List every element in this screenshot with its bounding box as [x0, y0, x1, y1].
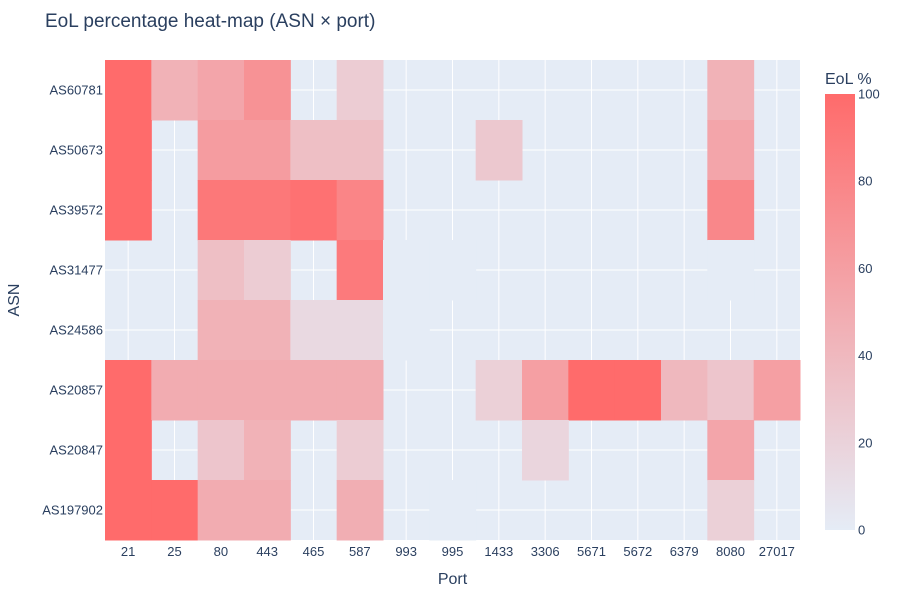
heatmap-cell[interactable]	[105, 60, 152, 121]
y-tick-label: AS20847	[50, 443, 104, 458]
heatmap-cell[interactable]	[429, 240, 477, 301]
heatmap-cells	[105, 60, 801, 541]
x-tick-label: 465	[303, 544, 325, 559]
heatmap-cell[interactable]	[661, 360, 708, 421]
heatmap-cell[interactable]	[522, 420, 569, 481]
heatmap-cell[interactable]	[475, 360, 523, 421]
heatmap-cell[interactable]	[707, 360, 755, 421]
colorbar-tick-label: 20	[858, 435, 872, 450]
colorbar-tick-label: 40	[858, 348, 872, 363]
heatmap-cell[interactable]	[197, 120, 245, 181]
x-tick-label: 8080	[716, 544, 745, 559]
colorbar-tick-label: 100	[858, 87, 880, 102]
heatmap-cell[interactable]	[151, 60, 199, 121]
heatmap-cell[interactable]	[244, 360, 291, 421]
heatmap-cell[interactable]	[336, 180, 384, 241]
x-tick-label: 5672	[623, 544, 652, 559]
heatmap-cell[interactable]	[244, 420, 291, 481]
heatmap-cell[interactable]	[197, 60, 245, 121]
y-tick-label: AS20857	[50, 383, 104, 398]
heatmap-cell[interactable]	[244, 180, 291, 241]
heatmap-cell[interactable]	[244, 240, 291, 301]
x-tick-label: 80	[214, 544, 228, 559]
heatmap-cell[interactable]	[336, 120, 384, 181]
heatmap-cell[interactable]	[105, 120, 152, 181]
heatmap-cell[interactable]	[753, 360, 801, 421]
heatmap-cell[interactable]	[151, 480, 199, 541]
heatmap-cell[interactable]	[707, 420, 755, 481]
heatmap-cell[interactable]	[290, 360, 338, 421]
colorbar-tick-label: 60	[858, 261, 872, 276]
heatmap-cell[interactable]	[707, 60, 755, 121]
colorbar-tick-label: 0	[858, 523, 865, 538]
heatmap-cell[interactable]	[105, 360, 152, 421]
x-tick-label: 27017	[759, 544, 795, 559]
x-tick-labels: 21 25 80 443 465 587 993 995 1433 3306 5671 5672 637…	[121, 544, 795, 559]
heatmap-cell[interactable]	[336, 360, 384, 421]
y-tick-label: AS24586	[50, 323, 104, 338]
heatmap-cell[interactable]	[429, 480, 477, 541]
y-tick-label: AS197902	[42, 503, 103, 518]
heatmap-cell[interactable]	[290, 120, 338, 181]
y-tick-label: AS39572	[50, 203, 104, 218]
heatmap-cell[interactable]	[244, 120, 291, 181]
y-tick-label: AS60781	[50, 83, 104, 98]
heatmap-cell[interactable]	[336, 300, 384, 361]
heatmap-cell[interactable]	[707, 180, 755, 241]
x-tick-label: 25	[167, 544, 181, 559]
heatmap-cell[interactable]	[197, 360, 245, 421]
x-tick-label: 1433	[484, 544, 513, 559]
heatmap-cell[interactable]	[105, 420, 152, 481]
colorbar-tick-label: 80	[858, 174, 872, 189]
heatmap-cell[interactable]	[244, 60, 291, 121]
heatmap-cell[interactable]	[105, 480, 152, 541]
heatmap-cell[interactable]	[383, 300, 430, 361]
colorbar	[825, 94, 855, 530]
heatmap-cell[interactable]	[568, 360, 616, 421]
heatmap-cell[interactable]	[707, 240, 755, 301]
chart-title: EoL percentage heat-map (ASN × port)	[45, 11, 376, 32]
x-tick-label: 995	[442, 544, 464, 559]
heatmap-cell[interactable]	[614, 360, 662, 421]
heatmap-cell[interactable]	[290, 300, 338, 361]
heatmap-cell[interactable]	[336, 420, 384, 481]
heatmap-cell[interactable]	[336, 480, 384, 541]
heatmap-cell[interactable]	[244, 480, 291, 541]
heatmap-cell[interactable]	[197, 420, 245, 481]
heatmap-cell[interactable]	[197, 240, 245, 301]
heatmap-cell[interactable]	[197, 480, 245, 541]
x-axis-title: Port	[438, 571, 468, 588]
heatmap-cell[interactable]	[336, 60, 384, 121]
heatmap-cell[interactable]	[522, 360, 569, 421]
y-axis-title: ASN	[6, 284, 23, 317]
colorbar-title: EoL %	[825, 71, 872, 88]
heatmap-cell[interactable]	[707, 120, 755, 181]
y-tick-labels: AS60781 AS50673 AS39572 AS31477 AS24586 AS208…	[42, 83, 103, 518]
colorbar-tick-labels: 0 20 40 60 80 100	[858, 87, 880, 538]
heatmap-cell[interactable]	[383, 240, 430, 301]
heatmap-cell[interactable]	[197, 180, 245, 241]
x-tick-label: 587	[349, 544, 371, 559]
heatmap-cell[interactable]	[244, 300, 291, 361]
heatmap-cell[interactable]	[197, 300, 245, 361]
heatmap-cell[interactable]	[151, 360, 199, 421]
heatmap-cell[interactable]	[105, 180, 152, 241]
y-tick-label: AS50673	[50, 143, 104, 158]
x-tick-label: 5671	[577, 544, 606, 559]
x-tick-label: 443	[256, 544, 278, 559]
x-tick-label: 993	[395, 544, 417, 559]
heatmap-cell[interactable]	[336, 240, 384, 301]
heatmap-cell[interactable]	[475, 120, 523, 181]
x-tick-label: 3306	[531, 544, 560, 559]
heatmap-cell[interactable]	[707, 480, 755, 541]
y-tick-label: AS31477	[50, 263, 104, 278]
x-tick-label: 6379	[670, 544, 699, 559]
heatmap-cell[interactable]	[290, 180, 338, 241]
x-tick-label: 21	[121, 544, 135, 559]
